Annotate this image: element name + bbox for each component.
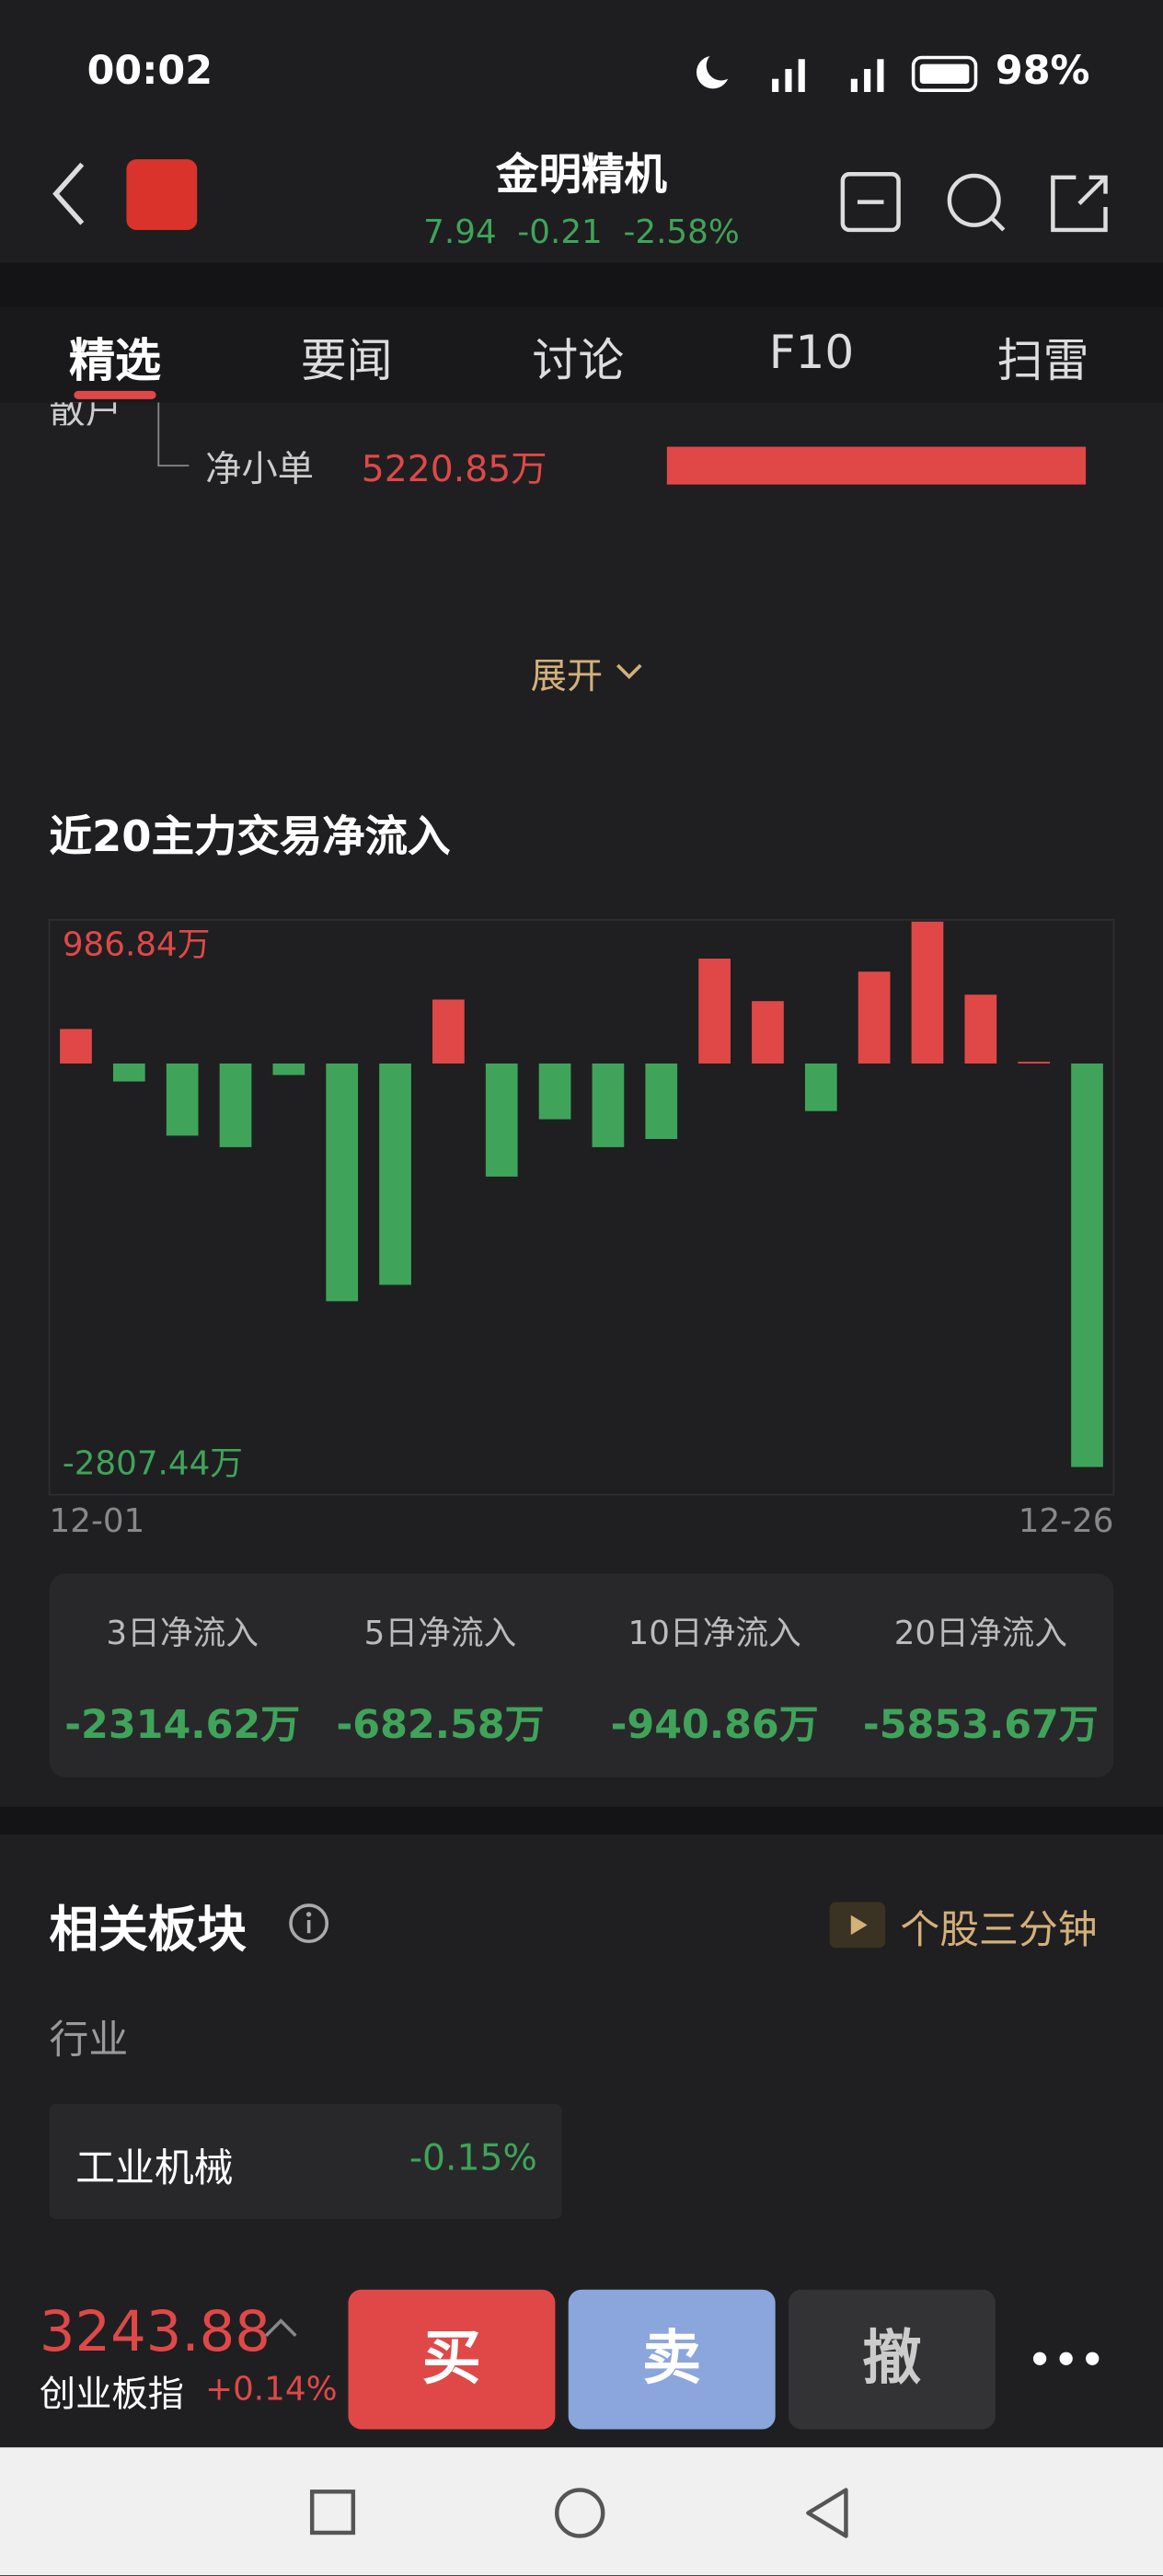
- expand-button[interactable]: 展开: [530, 657, 604, 698]
- expand-arrow: [616, 663, 642, 680]
- bar: [752, 1001, 784, 1064]
- value-label: 986.84万: [63, 926, 211, 963]
- battery: 98%: [995, 47, 1090, 94]
- bar: [645, 1063, 678, 1140]
- retail-group: 散户: [49, 402, 122, 426]
- bar: [166, 1063, 199, 1136]
- info-icon[interactable]: [287, 1902, 329, 1944]
- summary-label: 5日净流入: [363, 1613, 517, 1653]
- summary-label: 10日净流入: [628, 1613, 801, 1653]
- bar: [804, 1063, 837, 1111]
- bar: [219, 1063, 252, 1147]
- bar: [485, 1063, 518, 1177]
- status-icons: [696, 51, 978, 92]
- industry-label: 行业: [49, 2017, 129, 2064]
- more-button[interactable]: [1027, 2342, 1106, 2375]
- status-time: 00:02: [86, 47, 213, 94]
- summary-value: -2314.62万: [64, 1701, 301, 1748]
- video-icon[interactable]: [829, 1902, 886, 1949]
- summary-label: 20日净流入: [893, 1613, 1067, 1653]
- index-change: +0.14%: [205, 2368, 338, 2409]
- back-button[interactable]: [46, 157, 96, 230]
- plot-frame: [48, 918, 1115, 1496]
- summary-label: 3日净流入: [106, 1613, 259, 1653]
- bar: [698, 958, 731, 1064]
- retail-value: 5220.85万: [361, 450, 547, 491]
- bar: [432, 999, 465, 1064]
- change: -0.21: [517, 212, 603, 252]
- x-tick-label: 12-01: [50, 1502, 145, 1540]
- tree-line: [157, 402, 190, 467]
- bar: [326, 1063, 359, 1302]
- tab[interactable]: F10: [768, 325, 855, 380]
- bar: [272, 1063, 305, 1075]
- bar: [1018, 1062, 1051, 1064]
- index-arrow: [264, 2318, 297, 2337]
- trade-button[interactable]: 卖: [568, 2289, 776, 2430]
- video-link[interactable]: 个股三分钟: [900, 1906, 1098, 1953]
- chart-title: 近20主力交易净流入: [49, 812, 451, 863]
- bar: [112, 1063, 145, 1082]
- quote-line: 7.94 -0.21 -2.58%: [423, 212, 740, 251]
- bar: [60, 1029, 92, 1064]
- bar: [858, 972, 891, 1064]
- retail-group-clip: 散户: [50, 402, 122, 425]
- price: 7.94: [423, 212, 497, 252]
- change-pct: -2.58%: [623, 212, 740, 252]
- nav-bar: [0, 2447, 1163, 2576]
- industry-name: 工业机械: [75, 2145, 234, 2191]
- summary-value: -940.86万: [610, 1701, 819, 1748]
- retail-label: 净小单: [205, 450, 315, 491]
- related-title: 相关板块: [49, 1902, 247, 1960]
- index-value: 3243.88: [39, 2299, 271, 2365]
- tab-bar: [0, 306, 1163, 403]
- bar: [1071, 1063, 1103, 1467]
- industry-card[interactable]: [49, 2103, 562, 2219]
- chart: 986.84万 -2807.44万 12-01 12-26: [48, 918, 1115, 1540]
- summary-value: -682.58万: [336, 1701, 545, 1748]
- summary-box: [49, 1573, 1114, 1777]
- bar: [911, 921, 944, 1064]
- bar: [538, 1063, 571, 1120]
- summary-value: -5853.67万: [862, 1701, 1099, 1748]
- tab[interactable]: 要闻: [300, 333, 393, 388]
- tab[interactable]: 扫雷: [996, 333, 1089, 388]
- separator: [0, 262, 1163, 307]
- tab[interactable]: 精选: [68, 333, 161, 388]
- broker-logo: [126, 159, 198, 230]
- stock-title: 金明精机: [496, 151, 667, 201]
- tab[interactable]: 讨论: [532, 333, 625, 388]
- industry-change: -0.15%: [409, 2138, 537, 2180]
- header-icons[interactable]: [830, 165, 1125, 240]
- bar: [379, 1063, 411, 1285]
- trade-button[interactable]: 买: [348, 2289, 556, 2430]
- separator: [0, 1806, 1163, 1835]
- tab-underline: [74, 390, 156, 399]
- value-label: -2807.44万: [63, 1444, 243, 1482]
- retail-bar: [666, 446, 1087, 485]
- bar: [964, 995, 997, 1064]
- bar: [592, 1063, 625, 1147]
- x-tick-label: 12-26: [1019, 1502, 1114, 1540]
- index-name: 创业板指: [39, 2375, 184, 2417]
- trade-button[interactable]: 撤: [788, 2289, 996, 2430]
